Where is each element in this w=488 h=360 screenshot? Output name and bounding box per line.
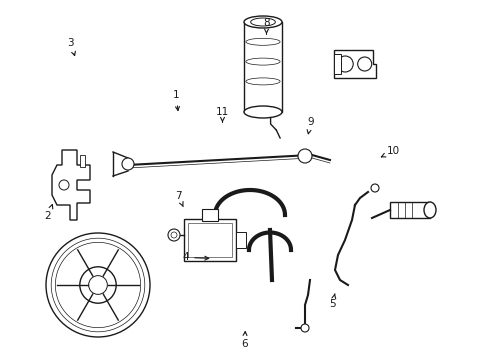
Text: 11: 11: [215, 107, 229, 122]
Circle shape: [370, 184, 378, 192]
Ellipse shape: [244, 16, 282, 28]
Circle shape: [122, 158, 134, 170]
Polygon shape: [333, 50, 375, 78]
Circle shape: [297, 149, 311, 163]
Bar: [202, 209, 218, 221]
Text: 9: 9: [306, 117, 313, 134]
Text: 1: 1: [172, 90, 179, 111]
Text: 3: 3: [67, 38, 75, 55]
Bar: [236, 232, 245, 248]
Bar: [187, 223, 231, 257]
Circle shape: [168, 229, 180, 241]
Circle shape: [59, 180, 69, 190]
Circle shape: [80, 267, 116, 303]
Text: 4: 4: [182, 252, 208, 262]
Text: 10: 10: [381, 146, 399, 157]
Circle shape: [357, 57, 371, 71]
Text: 8: 8: [263, 18, 269, 34]
Ellipse shape: [423, 202, 435, 218]
Bar: [389, 202, 429, 218]
Circle shape: [46, 233, 150, 337]
Text: 5: 5: [328, 294, 335, 309]
Bar: [333, 54, 341, 74]
Bar: [244, 22, 282, 112]
Circle shape: [171, 232, 177, 238]
Ellipse shape: [250, 18, 275, 26]
Text: 6: 6: [241, 332, 247, 349]
Text: 7: 7: [175, 191, 183, 207]
Text: 2: 2: [44, 204, 53, 221]
Bar: [80, 155, 85, 167]
Bar: [183, 219, 236, 261]
Circle shape: [337, 56, 352, 72]
Polygon shape: [52, 150, 90, 220]
Ellipse shape: [244, 106, 282, 118]
Circle shape: [301, 324, 308, 332]
Circle shape: [88, 276, 107, 294]
